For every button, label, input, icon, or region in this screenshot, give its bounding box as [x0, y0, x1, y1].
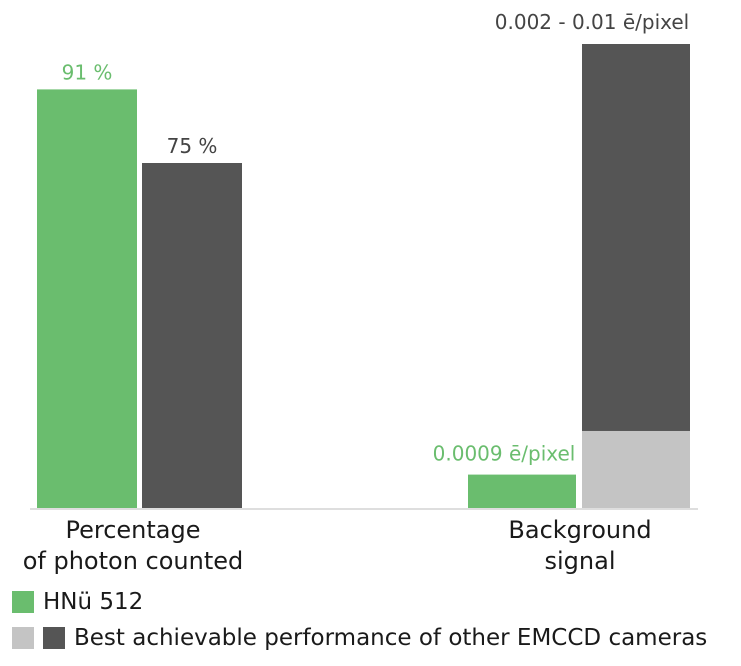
- category-label-background-line-1: Background: [508, 516, 651, 544]
- legend-swatch-other-light: [12, 627, 34, 649]
- legend-item-other: Best achievable performance of other EMC…: [12, 625, 707, 651]
- bar-background-other-range: [582, 44, 690, 431]
- category-label-photon-line-1: Percentage: [65, 516, 200, 544]
- category-label-photon-line-2: of photon counted: [23, 547, 244, 575]
- bar-background-other-low: [582, 430, 690, 508]
- bar-photon-hnu: [37, 89, 137, 509]
- legend-label-other: Best achievable performance of other EMC…: [74, 625, 708, 651]
- legend-swatch-hnu: [12, 591, 34, 613]
- data-label-background-hnu: 0.0009 ē/pixel: [433, 442, 576, 466]
- data-label-photon-hnu: 91 %: [62, 60, 113, 84]
- legend-label-hnu: HNü 512: [43, 589, 144, 615]
- category-label-background-line-2: signal: [545, 547, 616, 575]
- chart: 91 % 75 % 0.0009 ē/pixel 0.002 - 0.01 ē/pix…: [23, 10, 698, 575]
- legend-item-hnu: HNü 512: [12, 589, 143, 615]
- bar-photon-other: [142, 163, 242, 508]
- data-label-photon-other: 75 %: [167, 134, 218, 158]
- bar-background-hnu: [468, 474, 576, 508]
- legend-swatch-other-dark: [43, 627, 65, 649]
- data-label-background-other: 0.002 - 0.01 ē/pixel: [495, 10, 689, 34]
